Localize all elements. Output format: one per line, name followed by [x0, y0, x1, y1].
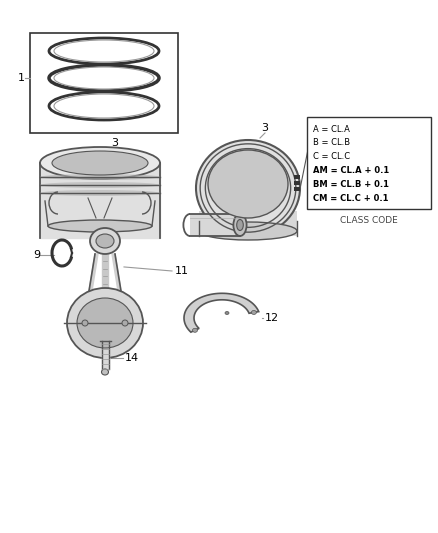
Bar — [294, 187, 300, 191]
Polygon shape — [102, 254, 108, 291]
Ellipse shape — [77, 298, 133, 348]
Text: C = CL.C: C = CL.C — [313, 152, 350, 161]
Text: A = CL.A: A = CL.A — [313, 125, 350, 134]
Text: CLASS CODE: CLASS CODE — [340, 216, 398, 225]
Polygon shape — [112, 254, 121, 291]
Text: 14: 14 — [125, 353, 139, 363]
Polygon shape — [89, 254, 98, 291]
Text: 9: 9 — [33, 250, 40, 260]
Ellipse shape — [67, 288, 143, 358]
Text: 3: 3 — [261, 123, 268, 133]
Ellipse shape — [199, 222, 297, 240]
Ellipse shape — [251, 310, 256, 314]
Ellipse shape — [40, 174, 160, 180]
Text: 11: 11 — [175, 266, 189, 276]
Ellipse shape — [40, 182, 160, 188]
Ellipse shape — [90, 228, 120, 254]
Ellipse shape — [40, 147, 160, 179]
Ellipse shape — [40, 190, 160, 196]
Text: BM = CL.B + 0.1: BM = CL.B + 0.1 — [313, 180, 389, 189]
Ellipse shape — [237, 220, 243, 230]
Bar — [199, 211, 297, 236]
Bar — [294, 181, 300, 185]
Polygon shape — [45, 201, 155, 226]
Bar — [294, 175, 300, 179]
Polygon shape — [102, 341, 109, 369]
Ellipse shape — [208, 150, 288, 218]
Text: 12: 12 — [265, 313, 279, 323]
Text: CM = CL.C + 0.1: CM = CL.C + 0.1 — [313, 194, 389, 203]
Ellipse shape — [102, 369, 109, 375]
Text: 1: 1 — [18, 73, 25, 83]
Text: AM = CL.A + 0.1: AM = CL.A + 0.1 — [313, 166, 389, 175]
Text: 10: 10 — [255, 220, 269, 230]
Ellipse shape — [82, 320, 88, 326]
Ellipse shape — [48, 220, 152, 232]
Ellipse shape — [192, 328, 198, 332]
Polygon shape — [184, 293, 259, 332]
Ellipse shape — [233, 214, 247, 236]
Bar — [30, 33, 178, 133]
FancyBboxPatch shape — [307, 117, 431, 209]
Ellipse shape — [196, 140, 300, 236]
Bar — [190, 214, 240, 236]
Text: B = CL.B: B = CL.B — [313, 139, 350, 148]
Text: 3: 3 — [112, 138, 119, 148]
Ellipse shape — [225, 311, 229, 314]
Ellipse shape — [52, 151, 148, 175]
Ellipse shape — [96, 234, 114, 248]
Ellipse shape — [122, 320, 128, 326]
Bar — [100, 333, 110, 341]
